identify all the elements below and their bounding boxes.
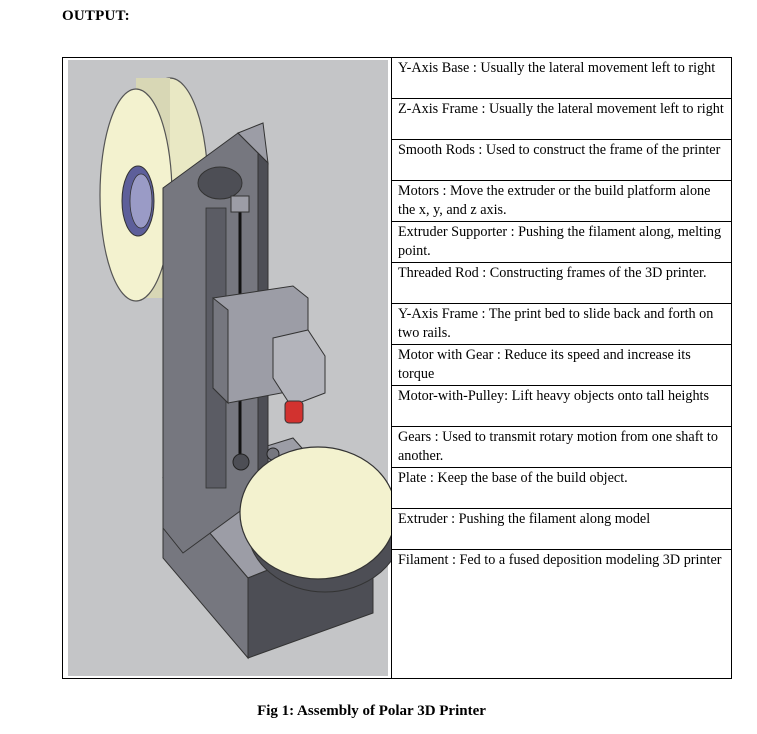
- component-list: Y-Axis Base : Usually the lateral moveme…: [392, 58, 731, 591]
- extruder-tip: [284, 400, 304, 424]
- output-heading: OUTPUT:: [62, 8, 130, 24]
- extruder-assembly: [212, 285, 326, 424]
- z-axis-frame: [162, 122, 269, 554]
- component-row: Extruder : Pushing the filament along mo…: [392, 509, 731, 550]
- component-row: Motor with Gear : Reduce its speed and i…: [392, 345, 731, 386]
- figure-caption: Fig 1: Assembly of Polar 3D Printer: [0, 703, 757, 720]
- component-row: Smooth Rods : Used to construct the fram…: [392, 140, 731, 181]
- component-row: Filament : Fed to a fused deposition mod…: [398, 552, 722, 568]
- figure-frame: Y-Axis Base : Usually the lateral moveme…: [62, 57, 732, 679]
- component-row: Motors : Move the extruder or the build …: [392, 181, 731, 222]
- printer-assembly-drawing: [63, 58, 392, 678]
- component-row: Gears : Used to transmit rotary motion f…: [392, 427, 731, 468]
- component-row: Plate : Keep the base of the build objec…: [392, 468, 731, 509]
- component-row: Threaded Rod : Constructing frames of th…: [392, 263, 731, 304]
- component-row: Z-Axis Frame : Usually the lateral movem…: [392, 99, 731, 140]
- build-plate: [239, 446, 391, 593]
- component-row: Motor-with-Pulley: Lift heavy objects on…: [392, 386, 731, 427]
- component-row: Y-Axis Base : Usually the lateral moveme…: [392, 58, 731, 99]
- gear: [232, 453, 250, 471]
- printer-render: [68, 60, 391, 676]
- motor-with-gear: [230, 195, 250, 213]
- component-row: Y-Axis Frame : The print bed to slide ba…: [392, 304, 731, 345]
- figure-caption-text: Fig 1: Assembly of Polar 3D Printer: [257, 703, 486, 719]
- component-row: Extruder Supporter : Pushing the filamen…: [392, 222, 731, 263]
